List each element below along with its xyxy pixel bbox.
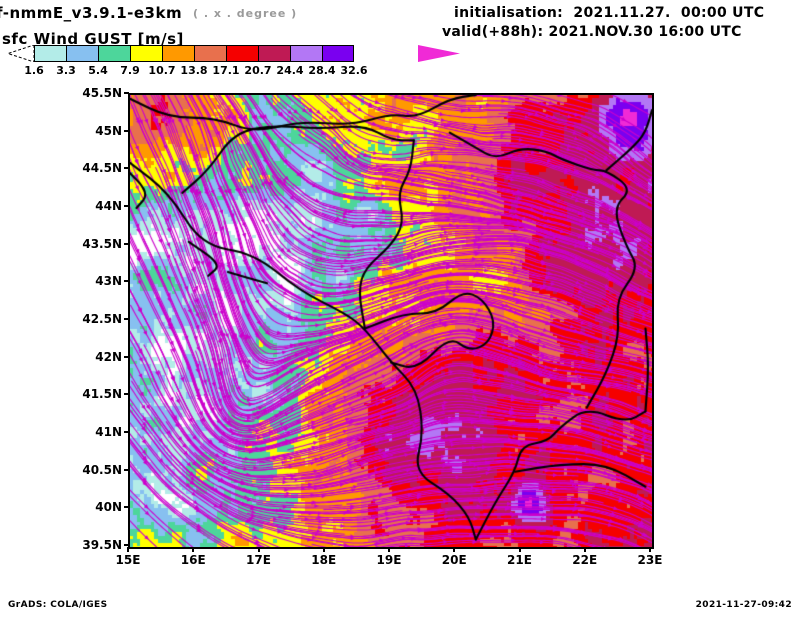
colorbar-tick-0: 1.6 xyxy=(24,64,44,77)
colorbar-tick-6: 17.1 xyxy=(212,64,240,77)
lat-tick-label: 39.5N xyxy=(82,538,122,552)
footer-timestamp: 2021-11-27-09:42 xyxy=(695,600,792,610)
lat-tick-mark xyxy=(124,242,129,245)
lon-tick-label: 18E xyxy=(311,553,337,567)
colorbar-tick-8: 24.4 xyxy=(276,64,304,77)
lat-tick-mark xyxy=(124,205,129,207)
lon-tick-mark xyxy=(583,547,586,552)
colorbar-swatch-5 xyxy=(194,45,226,62)
colorbar-swatch-7 xyxy=(258,45,290,62)
colorbar-tick-2: 5.4 xyxy=(88,64,108,77)
footer-attribution: GrADS: COLA/IGES xyxy=(8,600,108,610)
colorbar-under-arrow xyxy=(8,45,34,62)
colorbar-swatch-1 xyxy=(66,45,98,62)
colorbar-swatch-3 xyxy=(130,45,162,62)
colorbar-tick-5: 13.8 xyxy=(180,64,208,77)
colorbar-tick-1: 3.3 xyxy=(56,64,76,77)
colorbar-legend: 1.6 3.3 5.4 7.9 10.7 13.8 17.1 20.7 24.4 28.4 32.6 xyxy=(0,44,470,78)
lon-tick-mark xyxy=(192,547,195,552)
lon-tick-mark xyxy=(257,547,260,552)
lat-tick-label: 43.5N xyxy=(82,236,122,251)
colorbar-swatch-0 xyxy=(34,45,66,62)
lat-tick-label: 41N xyxy=(95,425,122,439)
gust-field-canvas[interactable] xyxy=(130,95,652,547)
lon-tick-label: 16E xyxy=(180,553,206,567)
lat-tick-mark xyxy=(124,431,129,433)
lon-tick-label: 23E xyxy=(637,553,663,567)
lon-tick-mark xyxy=(453,547,456,552)
colorbar-swatch-2 xyxy=(98,45,130,62)
variable-title-label: sfc Wind GUST [m/s] xyxy=(2,30,184,48)
lat-tick-label: 45N xyxy=(95,123,122,138)
lat-tick-label: 42N xyxy=(95,349,122,364)
colorbar-tick-4: 10.7 xyxy=(148,64,176,77)
colorbar-tick-3: 7.9 xyxy=(120,64,140,77)
lat-tick-mark xyxy=(124,355,129,358)
colorbar-swatch-4 xyxy=(162,45,194,62)
colorbar-swatch-6 xyxy=(226,45,258,62)
lat-tick-label: 43N xyxy=(95,274,122,289)
colorbar-swatch-8 xyxy=(290,45,322,62)
model-resolution-label: ( . x . degree ) xyxy=(193,7,298,20)
lat-tick-label: 45.5N xyxy=(82,86,122,100)
lon-tick-label: 22E xyxy=(572,553,598,567)
lat-tick-mark xyxy=(124,167,129,170)
lat-tick-label: 41.5N xyxy=(82,387,122,402)
lon-tick-label: 20E xyxy=(441,553,467,567)
lat-tick-mark xyxy=(124,92,129,94)
colorbar-swatches xyxy=(34,45,354,62)
lat-tick-mark xyxy=(124,506,129,509)
valid-time: valid(+88h): 2021.NOV.30 16:00 UTC xyxy=(442,24,742,40)
model-name-label: f-nmmE_v3.9.1-e3km xyxy=(0,4,183,22)
lat-tick-mark xyxy=(124,318,129,320)
lat-tick-label: 40N xyxy=(95,500,122,515)
lat-tick-mark xyxy=(124,468,129,471)
lon-tick-mark xyxy=(322,547,325,552)
colorbar-tick-10: 32.6 xyxy=(340,64,368,77)
colorbar-swatch-9 xyxy=(322,45,354,62)
colorbar-over-arrow xyxy=(418,45,460,62)
lon-tick-label: 17E xyxy=(246,553,271,567)
initialisation-time: initialisation: 2021.11.27. 00:00 UTC xyxy=(454,5,765,21)
colorbar-tick-7: 20.7 xyxy=(244,64,272,77)
lon-tick-label: 15E xyxy=(115,553,141,567)
lat-tick-mark xyxy=(124,544,129,546)
lon-tick-mark xyxy=(127,547,129,552)
lon-tick-label: 19E xyxy=(376,553,402,567)
weather-map-plot[interactable] xyxy=(128,93,654,549)
colorbar-tick-9: 28.4 xyxy=(308,64,336,77)
lon-tick-mark xyxy=(388,547,390,552)
lat-tick-mark xyxy=(124,280,129,283)
lon-tick-label: 21E xyxy=(507,553,532,567)
lat-tick-mark xyxy=(124,393,129,396)
lon-tick-mark xyxy=(518,547,521,552)
lon-tick-mark xyxy=(649,547,651,552)
lat-tick-mark xyxy=(124,129,129,132)
lat-tick-label: 44.5N xyxy=(82,161,122,176)
lat-tick-label: 44N xyxy=(95,199,122,213)
lat-tick-label: 40.5N xyxy=(82,462,122,477)
lat-tick-label: 42.5N xyxy=(82,312,122,326)
